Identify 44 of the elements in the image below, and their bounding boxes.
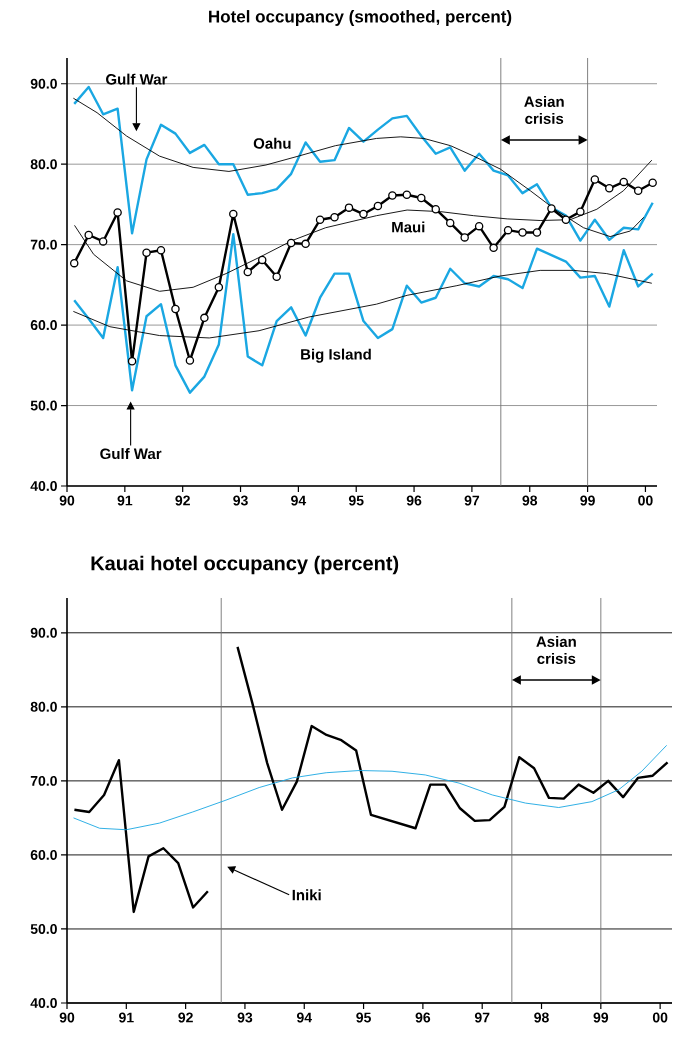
x-tick-label: 98 — [534, 1012, 549, 1023]
x-tick-label: 99 — [580, 495, 595, 506]
y-tick-label: 90.0 — [30, 627, 57, 638]
chart-title: Hotel occupancy (smoothed, percent) — [209, 10, 512, 26]
annotation: Asian crisis — [536, 635, 576, 664]
x-tick-label: 90 — [59, 1012, 75, 1023]
y-tick-label: 60.0 — [30, 849, 57, 860]
series-label: Maui — [392, 221, 425, 233]
series-label: Big Island — [301, 348, 371, 363]
y-tick-label: 70.0 — [30, 239, 57, 250]
x-tick-label: 93 — [233, 495, 248, 506]
x-tick-label: 94 — [291, 495, 307, 506]
x-tick-label: 97 — [474, 1012, 490, 1023]
x-tick-label: 00 — [638, 495, 653, 506]
x-tick-label: 96 — [415, 1012, 431, 1023]
x-tick-label: 90 — [59, 495, 75, 506]
x-tick-label: 94 — [296, 1012, 312, 1023]
y-tick-label: 90.0 — [30, 78, 57, 89]
y-tick-label: 70.0 — [30, 775, 57, 786]
y-tick-label: 40.0 — [30, 481, 57, 491]
series-label: Oahu — [253, 137, 291, 149]
x-tick-label: 99 — [593, 1012, 609, 1023]
annotation: Gulf War — [106, 73, 168, 85]
y-tick-label: 60.0 — [30, 320, 57, 331]
annotation: Gulf War — [100, 448, 162, 460]
x-tick-label: 00 — [652, 1012, 668, 1023]
y-tick-label: 50.0 — [30, 400, 57, 411]
x-tick-label: 93 — [237, 1012, 253, 1023]
y-tick-label: 80.0 — [30, 701, 57, 712]
x-tick-label: 95 — [348, 495, 364, 506]
x-tick-label: 92 — [178, 1012, 193, 1023]
x-tick-label: 92 — [175, 495, 190, 506]
annotation: Asian crisis — [524, 95, 564, 124]
y-tick-label: 80.0 — [30, 159, 57, 170]
x-tick-label: 98 — [522, 495, 538, 506]
x-tick-label: 97 — [464, 495, 480, 506]
chart-title: Kauai hotel occupancy (percent) — [91, 555, 399, 575]
x-tick-label: 91 — [117, 495, 133, 506]
x-tick-label: 95 — [356, 1012, 371, 1023]
y-tick-label: 40.0 — [30, 998, 57, 1008]
x-tick-label: 96 — [406, 495, 422, 506]
annotation: Iniki — [292, 889, 321, 901]
y-tick-label: 50.0 — [30, 923, 57, 934]
x-tick-label: 91 — [119, 1012, 134, 1023]
